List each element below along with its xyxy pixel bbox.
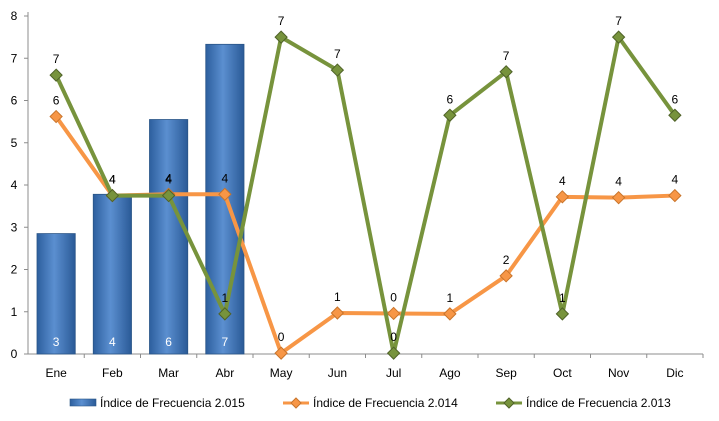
x-tick-label: May (270, 366, 293, 380)
series-line (54, 35, 677, 356)
point-data-label: 7 (278, 14, 285, 28)
y-tick-label: 1 (11, 305, 18, 319)
series-point (386, 346, 401, 360)
x-tick-label: Jun (328, 366, 347, 380)
point-data-label: 4 (109, 173, 116, 187)
legend-label: Índice de Frecuencia 2.015 (100, 395, 245, 410)
series-point (49, 68, 63, 82)
bar-data-label: 7 (222, 335, 229, 349)
bar-data-label: 4 (109, 335, 116, 349)
series-point (611, 190, 626, 205)
legend-marker (290, 397, 302, 409)
y-tick-label: 3 (11, 220, 18, 234)
point-data-label: 7 (615, 14, 622, 28)
bar (36, 233, 76, 355)
y-tick-label: 7 (11, 51, 18, 65)
point-data-label: 2 (503, 253, 510, 267)
x-tick-label: Oct (553, 366, 572, 380)
x-tick-label: Dic (666, 366, 683, 380)
series-point (443, 307, 457, 321)
y-tick-label: 8 (11, 9, 18, 23)
legend-label: Índice de Frecuencia 2.014 (313, 395, 458, 410)
point-data-label: 4 (222, 171, 229, 185)
legend-swatch (69, 398, 97, 407)
point-data-label: 4 (165, 173, 172, 187)
point-data-label: 1 (222, 291, 229, 305)
series-point (611, 30, 626, 44)
series-point (274, 30, 288, 44)
point-data-label: 6 (672, 92, 679, 106)
bar-series (36, 43, 245, 355)
y-tick-label: 6 (11, 94, 18, 108)
legend: Índice de Frecuencia 2.015 Índice de Frec… (69, 395, 671, 410)
series-point (330, 306, 345, 320)
series-point (330, 63, 345, 77)
y-tick-label: 0 (11, 347, 18, 361)
line-series (49, 30, 682, 360)
x-tick-label: Sep (495, 366, 517, 380)
point-data-label: 0 (278, 330, 285, 344)
series-point (105, 188, 120, 203)
point-data-label: 7 (334, 47, 341, 61)
point-data-label: 4 (165, 171, 172, 185)
x-tick-label: Ago (439, 366, 461, 380)
series-line (54, 115, 675, 356)
series-point (386, 306, 401, 321)
legend-label: Índice de Frecuencia 2.013 (526, 395, 671, 410)
y-tick-label: 2 (11, 263, 18, 277)
point-data-label: 1 (559, 291, 566, 305)
bar (149, 119, 189, 355)
x-tick-label: Abr (216, 366, 235, 380)
bar (92, 193, 132, 355)
series-point (668, 188, 682, 203)
point-data-label: 1 (334, 290, 341, 304)
point-data-label: 7 (53, 52, 60, 66)
series-point (555, 190, 570, 204)
series-point (274, 346, 288, 360)
legend-marker (503, 397, 515, 409)
y-tick-label: 4 (11, 178, 18, 192)
point-data-label: 6 (447, 92, 454, 106)
y-tick-label: 5 (11, 136, 18, 150)
series-point (499, 269, 513, 283)
series-point (668, 108, 682, 122)
x-tick-label: Mar (158, 366, 179, 380)
series-point (555, 307, 570, 321)
point-data-label: 4 (615, 175, 622, 189)
series-point (499, 65, 513, 79)
series-point (161, 188, 176, 203)
x-tick-label: Nov (608, 366, 629, 380)
axes: 0 1 2 3 4 5 6 7 8 Ene Feb Mar Abr May Jun Jul Ago Sep Oct N… (11, 9, 704, 380)
point-data-label: 0 (390, 330, 397, 344)
series-point (443, 108, 457, 122)
point-data-label: 4 (109, 173, 116, 187)
point-data-label: 1 (447, 291, 454, 305)
bar-data-label: 3 (53, 335, 60, 349)
bar-data-label: 6 (165, 335, 172, 349)
point-data-label: 4 (672, 173, 679, 187)
point-data-label: 4 (559, 174, 566, 188)
series-point (218, 307, 232, 321)
point-data-label: 0 (390, 290, 397, 304)
series-point (218, 187, 232, 202)
point-data-label: 7 (503, 49, 510, 63)
x-tick-label: Jul (386, 366, 401, 380)
series-point (49, 109, 63, 124)
x-tick-label: Ene (45, 366, 67, 380)
x-tick-label: Feb (102, 366, 123, 380)
point-data-label: 6 (53, 94, 60, 108)
